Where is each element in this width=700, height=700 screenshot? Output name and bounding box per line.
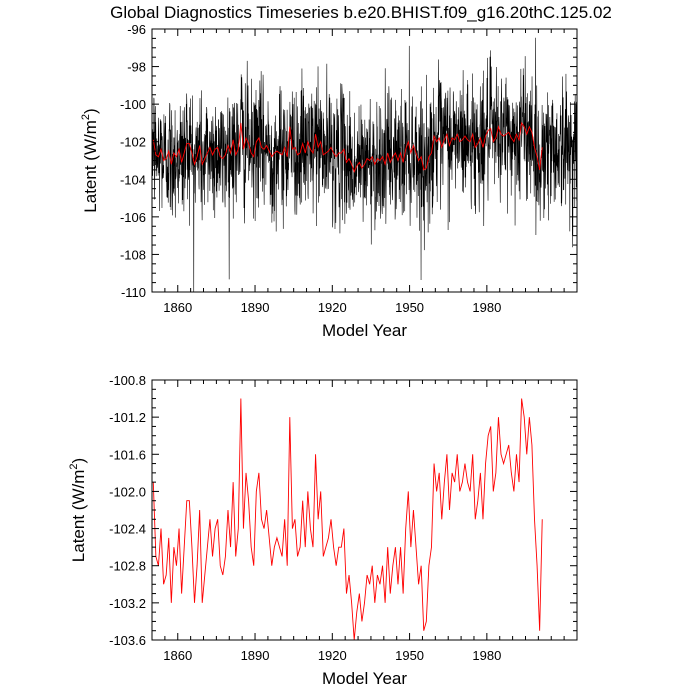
y-tick-label: -104 <box>120 172 146 187</box>
y-tick-label: -98 <box>127 60 146 75</box>
x-tick-label: 1950 <box>395 300 424 315</box>
x-axis-label: Model Year <box>322 321 407 340</box>
y-tick-label: -100.8 <box>109 373 146 388</box>
y-tick-label: -101.6 <box>109 447 146 462</box>
series-line-annual-mean <box>152 121 543 173</box>
y-tick-label: -96 <box>127 22 146 37</box>
x-tick-label: 1920 <box>318 300 347 315</box>
y-axis-label-close: ) <box>81 108 100 114</box>
y-axis-label-close: ) <box>69 458 88 464</box>
y-tick-label: -103.6 <box>109 633 146 648</box>
x-tick-label: 1890 <box>241 648 270 663</box>
x-tick-label: 1860 <box>163 300 192 315</box>
y-tick-label: -100 <box>120 97 146 112</box>
top-panel: 1860 1890 1920 1950 1980 -96 -98 -100 -102 -104 -1… <box>80 22 578 340</box>
figure-title: Global Diagnostics Timeseries b.e20.BHIS… <box>110 3 612 22</box>
y-tick-label: -102.0 <box>109 484 146 499</box>
y-tick-label: -102.8 <box>109 559 146 574</box>
x-tick-label: 1950 <box>395 648 424 663</box>
y-axis-label-main: Latent (W/m <box>69 470 88 563</box>
y-axis-label: Latent (W/m2) <box>68 458 88 562</box>
x-tick-label: 1860 <box>163 648 192 663</box>
y-tick-label: -102.4 <box>109 522 146 537</box>
y-tick-label: -106 <box>120 210 146 225</box>
x-tick-label: 1890 <box>241 300 270 315</box>
plot-area <box>152 398 543 640</box>
y-axis-label-sup: 2 <box>80 114 92 120</box>
plot-area <box>152 37 577 292</box>
x-tick-label: 1980 <box>472 300 501 315</box>
x-axis-label: Model Year <box>322 669 407 688</box>
y-axis-label: Latent (W/m2) <box>80 108 100 212</box>
y-tick-label: -108 <box>120 247 146 262</box>
y-tick-label: -103.2 <box>109 596 146 611</box>
y-tick-label: -110 <box>121 285 146 300</box>
x-tick-label: 1920 <box>318 648 347 663</box>
series-line-annual-mean <box>152 398 543 640</box>
bottom-panel: 1860 1890 1920 1950 1980 -100.8 -101.2 -101.6 -1… <box>68 373 578 688</box>
series-line-monthly <box>152 37 577 292</box>
y-tick-label: -101.2 <box>109 410 146 425</box>
x-tick-label: 1980 <box>472 648 501 663</box>
y-axis-label-main: Latent (W/m <box>81 120 100 213</box>
y-tick-label: -102 <box>120 135 146 150</box>
y-axis-label-sup: 2 <box>68 463 80 469</box>
